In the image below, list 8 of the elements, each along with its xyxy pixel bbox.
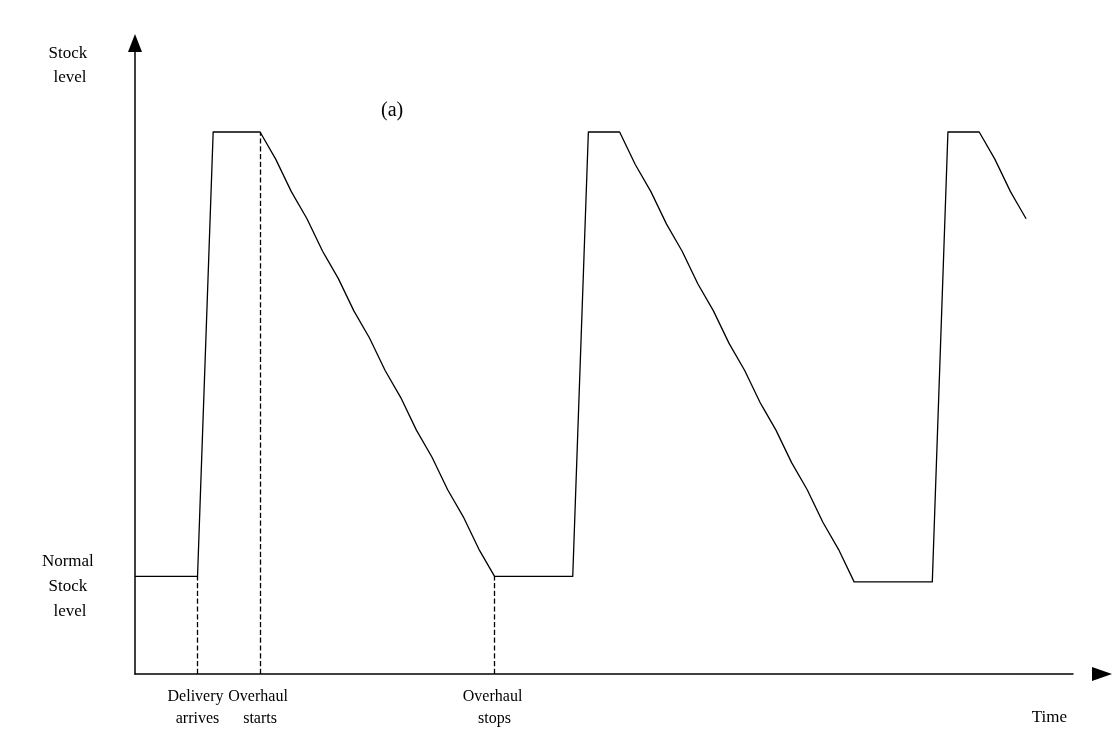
text: Stock level <box>48 42 88 86</box>
y-axis-title: Stock level <box>48 576 92 621</box>
chart-title: (a) <box>381 98 404 121</box>
x-axis-title: Time <box>1031 707 1067 726</box>
x-tick-label: Overhaul starts <box>228 686 292 726</box>
text: Normal <box>41 551 94 571</box>
x-tick-label: Overhaul stops <box>462 686 527 727</box>
x-tick-label: Delivery arrives <box>167 686 228 726</box>
